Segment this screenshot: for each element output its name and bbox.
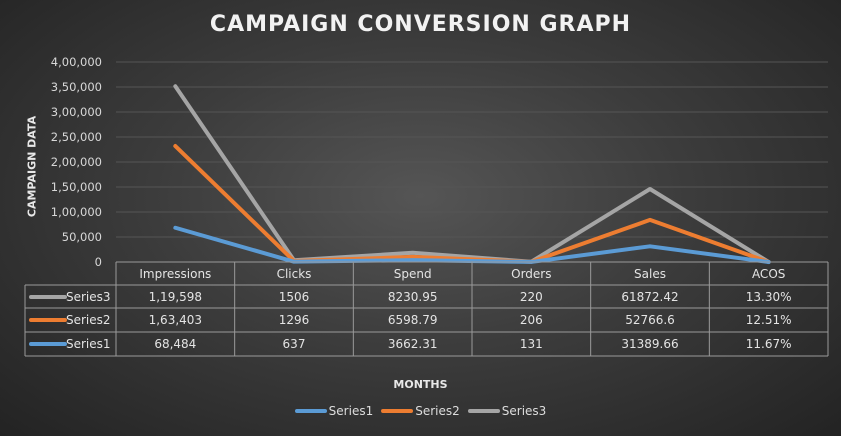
y-tick-label: 1,50,000	[51, 180, 102, 194]
table-cell: 1506	[279, 290, 310, 304]
table-cell: 1,63,403	[149, 313, 202, 327]
table-cell: 52766.6	[625, 313, 675, 327]
table-cell: 68,484	[154, 337, 196, 351]
y-tick-label: 4,00,000	[51, 55, 102, 69]
table-cell: 220	[520, 290, 543, 304]
y-tick-label: 50,000	[62, 230, 102, 244]
legend-item-series2: Series2	[381, 404, 460, 418]
x-axis-label: MONTHS	[0, 378, 841, 391]
legend-label: Series2	[415, 404, 460, 418]
table-series-label: Series3	[66, 290, 111, 304]
table-cell: 12.51%	[746, 313, 792, 327]
legend-label: Series1	[329, 404, 374, 418]
legend-label: Series3	[502, 404, 547, 418]
legend-swatch	[381, 409, 413, 413]
x-category-label: ACOS	[752, 267, 785, 281]
y-tick-label: 0	[95, 255, 102, 269]
table-cell: 1,19,598	[149, 290, 202, 304]
legend-swatch	[295, 409, 327, 413]
x-category-label: Spend	[394, 267, 432, 281]
chart-plot: 0 50,000 1,00,000 1,50,000 2,00,000 2,50,000 3…	[0, 0, 841, 436]
series-line-series2	[175, 146, 768, 262]
x-category-label: Clicks	[277, 267, 312, 281]
table-cell: 8230.95	[388, 290, 438, 304]
table-cell: 61872.42	[621, 290, 678, 304]
table-cell: 637	[283, 337, 306, 351]
table-cell: 11.67%	[746, 337, 792, 351]
series-line-series3	[175, 86, 768, 262]
table-series-label: Series2	[66, 313, 111, 327]
table-series-label: Series1	[66, 337, 111, 351]
table-cell: 3662.31	[388, 337, 438, 351]
table-cell: 31389.66	[621, 337, 678, 351]
y-tick-label: 2,50,000	[51, 130, 102, 144]
legend: Series1 Series2 Series3	[0, 404, 841, 418]
table-cell: 206	[520, 313, 543, 327]
y-tick-label: 3,50,000	[51, 80, 102, 94]
x-category-label: Impressions	[139, 267, 211, 281]
legend-item-series3: Series3	[468, 404, 547, 418]
table-cell: 1296	[279, 313, 310, 327]
legend-item-series1: Series1	[295, 404, 374, 418]
legend-swatch	[468, 409, 500, 413]
y-tick-label: 2,00,000	[51, 155, 102, 169]
y-tick-label: 1,00,000	[51, 205, 102, 219]
table-cell: 6598.79	[388, 313, 438, 327]
x-category-label: Sales	[634, 267, 666, 281]
table-cell: 13.30%	[746, 290, 792, 304]
table-cell: 131	[520, 337, 543, 351]
x-category-label: Orders	[511, 267, 551, 281]
y-tick-label: 3,00,000	[51, 105, 102, 119]
